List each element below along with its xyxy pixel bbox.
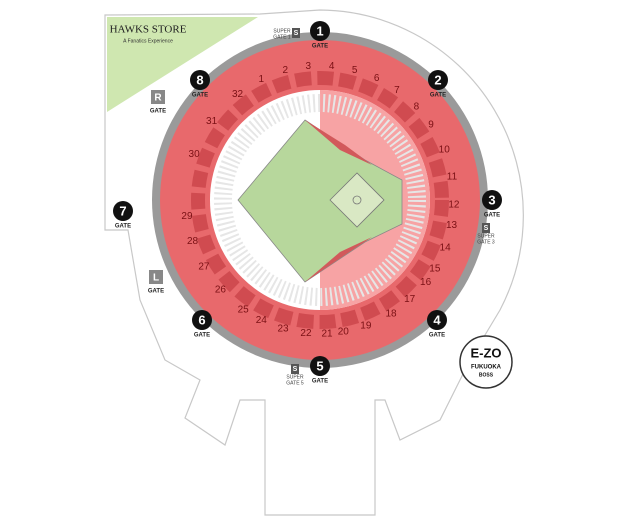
gate-marker [310,356,330,376]
super-gate-label: GATE 5 [286,380,304,386]
section-number: 1 [258,74,264,85]
marker-label: GATE [150,109,166,115]
logo-line: BOSS [479,372,494,378]
section-number: 7 [394,85,400,96]
field [237,119,403,283]
section-number: 2 [283,65,289,76]
logo-line: E-ZO [470,345,501,360]
super-gate-icon-letter: S [293,366,298,373]
mound [352,195,362,205]
store-tagline: A Fanatics Experience [123,38,173,44]
logo-badge [459,335,513,389]
infield [329,172,385,228]
super-gate-label: GATE 1 [273,34,291,40]
gate-number: 4 [433,312,441,327]
marker-letter: L [153,273,159,284]
gate-label: GATE [194,333,210,339]
gate-number: 6 [198,312,205,327]
section-number: 12 [448,199,460,210]
marker-box [149,270,163,284]
logo-line: FUKUOKA [471,365,502,371]
gate-number: 1 [316,23,323,38]
marker-label: GATE [148,289,164,295]
section-number: 15 [429,264,441,275]
labels: 12 3 4 567891011121314151617181920212223242… [113,21,513,389]
section-number: 21 [321,328,333,339]
section-number: 11 [447,171,458,182]
section-number: 20 [338,327,350,338]
section-number: 29 [181,211,193,222]
gate-number: 2 [434,72,441,87]
gate-marker [427,310,447,330]
super-gate-icon [292,28,300,38]
gate-number: 8 [196,72,203,87]
section-number: 10 [439,144,451,155]
section-number: 32 [232,89,244,100]
gate-label: GATE [192,93,208,99]
gate-marker [428,70,448,90]
section-number: 3 [306,61,312,72]
section-number: 8 [414,102,420,113]
gate-number: 7 [119,203,126,218]
super-gate-label: GATE 3 [477,239,495,245]
section-number: 26 [215,284,227,295]
section-number: 9 [428,120,434,131]
super-gate-icon-letter: S [484,225,489,232]
section-number: 22 [300,328,312,339]
gate-marker [192,310,212,330]
section-number: 19 [360,321,372,332]
section-number: 27 [198,262,210,273]
store-name: HAWKS STORE [110,24,187,36]
gate-number: 3 [488,192,495,207]
section-number: 28 [187,236,199,247]
gate-marker [482,190,502,210]
gate-marker [310,21,330,41]
super-gate-label: SUPER [286,374,304,380]
gate-label: GATE [429,333,445,339]
gate-label: GATE [115,224,131,230]
seat-blocks [191,71,449,329]
gate-label: GATE [312,44,328,50]
gate-number: 5 [316,358,323,373]
section-number: 5 [352,65,358,76]
section-number: 6 [374,73,380,84]
gate-label: GATE [312,379,328,385]
gate-label: GATE [430,93,446,99]
super-gate-icon [482,223,490,233]
section-number: 14 [440,243,452,254]
section-number: 17 [404,294,416,305]
section-number: 24 [256,315,268,326]
section-number: 23 [278,323,290,334]
lower-rows [214,94,426,306]
super-gate-label: SUPER [273,28,291,34]
section-number: 16 [420,277,432,288]
section-number: 18 [385,308,397,319]
gate-marker [190,70,210,90]
section-number: 4 [329,61,335,72]
gate-label: GATE [484,213,500,219]
section-number: 13 [446,220,458,231]
section-number: 30 [189,149,201,160]
section-number: 25 [238,304,250,315]
super-gate-icon-letter: S [294,30,299,37]
section-number: 31 [206,116,218,127]
marker-box [151,90,165,104]
foul-area [305,120,372,165]
super-gate-icon [291,364,299,374]
store-area [107,17,258,112]
gate-marker [113,201,133,221]
marker-letter: R [154,93,162,104]
super-gate-label: SUPER [477,233,495,239]
